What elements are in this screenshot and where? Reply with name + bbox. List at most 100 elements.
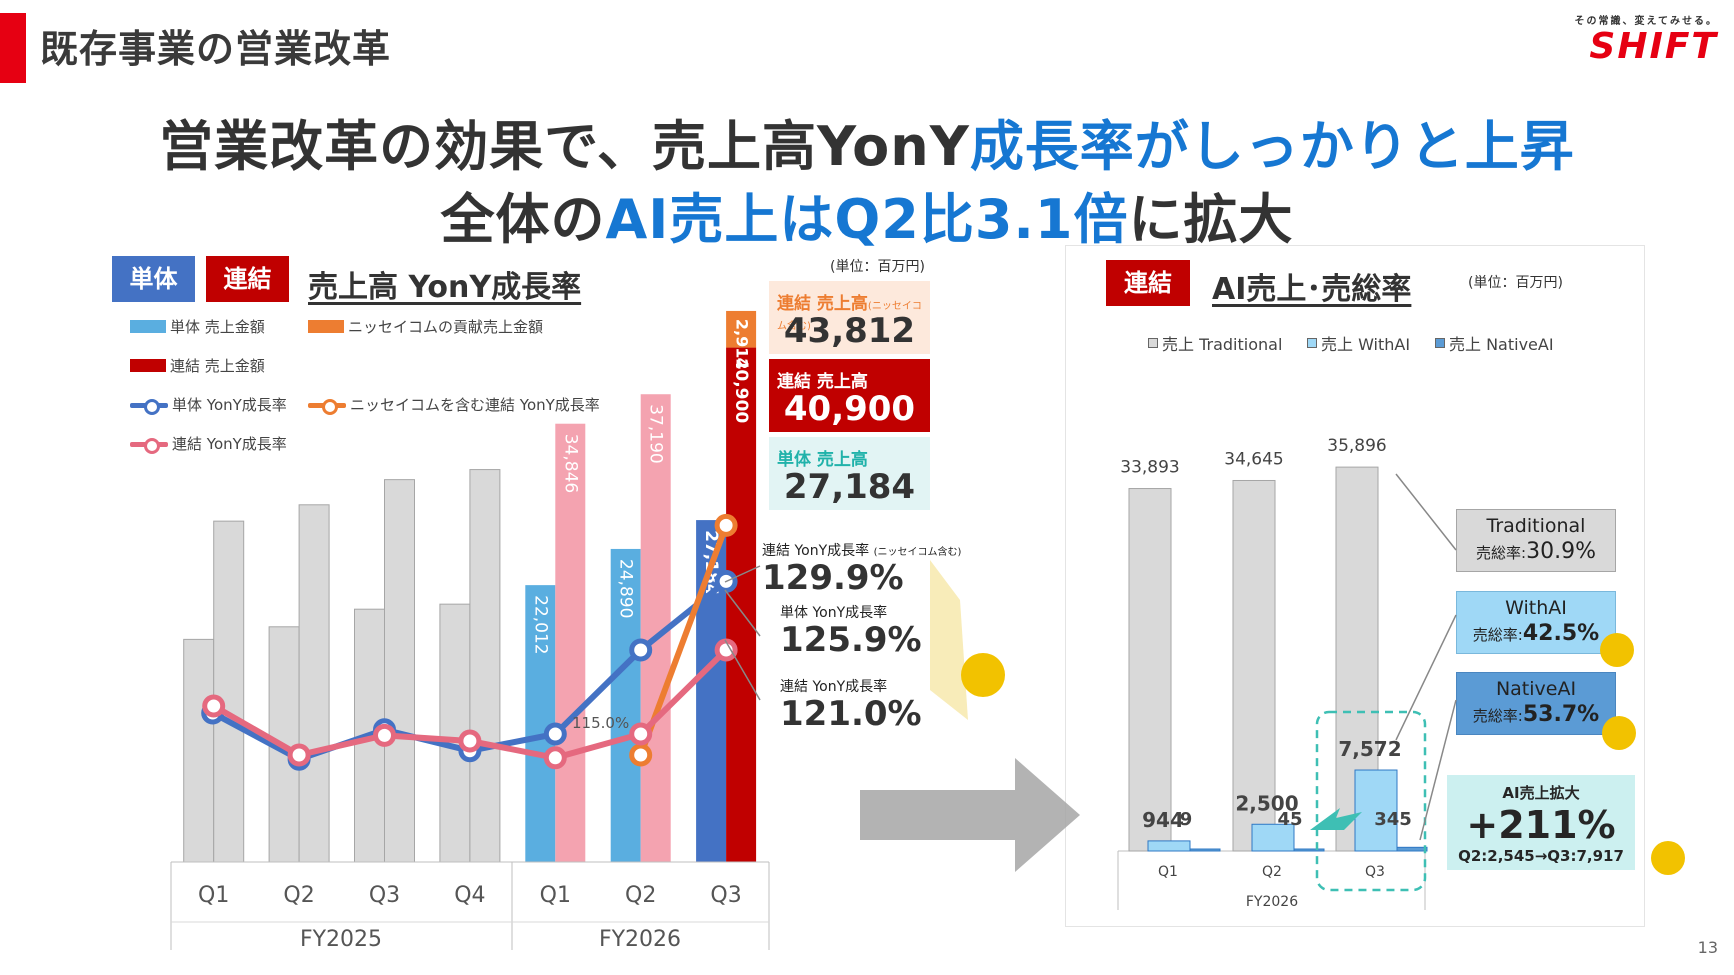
q3-highlight-frame (1315, 710, 1427, 892)
kpi-label: 単体 売上高 (777, 450, 868, 470)
group-label: FY2026 (1246, 894, 1298, 910)
bar-data-label: 2,912 (733, 319, 752, 370)
kpi-consolidated-sales: 連結 売上高 40,900 (769, 359, 930, 432)
consolidated-yoy-point (629, 722, 653, 746)
kpi-label: 連結 売上高(ニッセイコム含む) (777, 289, 930, 334)
legend-label: 単体 売上金額 (170, 318, 265, 336)
legend-label: 連結 売上金額 (170, 357, 265, 375)
badge-consolidated-right: 連結 (1106, 260, 1190, 306)
x-tick-label: Q3 (710, 883, 741, 908)
bar-data-label: 7,572 (1338, 737, 1401, 761)
box-rate: 売総率:53.7% (1457, 702, 1615, 729)
single-yoy-point (543, 722, 567, 746)
bar-single-sales (610, 548, 641, 862)
kpi-label-text: 連結 売上高 (777, 294, 868, 314)
legend-swatch (130, 359, 166, 372)
consolidated-yoy-point (458, 729, 482, 753)
legend-swatch (308, 320, 344, 333)
bar-nissay-sales (726, 310, 757, 348)
legend-swatch (1307, 338, 1317, 348)
legend-nissay-sales: ニッセイコムの貢献売上金額 (308, 316, 543, 337)
x-tick-label: Q1 (1158, 864, 1178, 880)
x-tick-label: Q3 (1365, 864, 1385, 880)
bar-data-label: 45 (1277, 809, 1302, 830)
bar-traditional (1128, 488, 1172, 852)
bar-data-label: 345 (1374, 809, 1412, 830)
box-connector (1395, 473, 1457, 551)
badge-single: 単体 (112, 256, 195, 302)
box-connector (1395, 614, 1457, 741)
legend-swatch (308, 398, 346, 415)
bar-withai (1354, 769, 1398, 852)
rate-value: 129.9% (762, 558, 904, 598)
box-rate-value: 53.7% (1522, 702, 1600, 727)
x-tick-label: Q3 (369, 883, 400, 908)
page-number: 13 (1697, 938, 1718, 957)
bar-single-sales (525, 585, 556, 862)
x-tick-label: Q4 (454, 883, 485, 908)
rate-single: 単体 YonY成長率 125.9% (780, 602, 922, 658)
rate-connector (724, 589, 761, 637)
bar-withai (1251, 823, 1295, 852)
legend-label: 売上 WithAI (1321, 335, 1411, 354)
legend-withai: 売上 WithAI (1307, 331, 1410, 355)
legend-swatch (130, 437, 168, 454)
x-tick-label: Q1 (198, 883, 229, 908)
headline-highlight: AI売上はQ2比3.1倍 (605, 188, 1129, 251)
legend-label: 売上 NativeAI (1449, 335, 1554, 354)
group-label: FY2026 (599, 927, 681, 952)
left-unit-label: (単位：百万円) (830, 259, 925, 275)
legend-label: 連結 YonY成長率 (172, 435, 287, 453)
box-title: WithAI (1505, 597, 1567, 619)
pointing-hand-icon (961, 653, 1005, 697)
growth-arrow-icon (1310, 808, 1362, 830)
transition-arrow (860, 758, 1080, 872)
ai-growth-sub: Q2:2,545→Q3:7,917 (1458, 847, 1624, 865)
consolidated-yoy-point (543, 746, 567, 770)
legend-single-yoy: 単体 YonY成長率 (130, 394, 287, 415)
legend-single-sales: 単体 売上金額 (130, 316, 265, 337)
box-rate-value: 30.9% (1526, 539, 1596, 564)
bar-nativeai (1189, 848, 1221, 852)
headline-line-2: 全体のAI売上はQ2比3.1倍に拡大 (0, 175, 1734, 254)
rate-label-text: 連結 YonY成長率 (762, 543, 870, 559)
bar-data-label: 35,896 (1327, 436, 1386, 456)
bar-data-label: 37,190 (646, 404, 666, 463)
bar-fy2025-prior (183, 638, 215, 863)
rate-connector (724, 639, 761, 701)
box-rate-value: 42.5% (1522, 621, 1600, 646)
bar-fy2025-current (469, 469, 501, 863)
pointing-hand-icon (1651, 841, 1685, 875)
pointing-hand-icon (1600, 633, 1634, 667)
kpi-single-sales: 単体 売上高 27,184 (769, 437, 930, 510)
nissay-yoy-point (714, 513, 738, 537)
box-title: Traditional (1486, 515, 1586, 537)
logo-tagline: その常識、変えてみせる。 (1574, 16, 1718, 27)
headline-part: 営業改革の効果で、売上高YonY (159, 115, 970, 178)
badge-consolidated: 連結 (206, 256, 289, 302)
legend-consolidated-yoy: 連結 YonY成長率 (130, 433, 287, 454)
rate-connector (724, 565, 761, 583)
right-unit-label: (単位：百万円) (1468, 275, 1563, 291)
bar-nativeai (1293, 848, 1325, 852)
bar-fy2025-current (298, 504, 330, 863)
bar-data-label: 24,890 (616, 559, 636, 618)
kpi-value: 40,900 (783, 389, 916, 429)
box-rate: 売総率:42.5% (1457, 621, 1615, 648)
company-logo: その常識、変えてみせる。 SHIFT (1558, 12, 1718, 67)
section-title: 既存事業の営業改革 (40, 27, 392, 71)
right-chart-heading: AI売上･売総率 (1212, 272, 1412, 307)
rate-value: 121.0% (780, 694, 922, 734)
bar-data-label: 2,500 (1235, 791, 1298, 815)
legend-label: ニッセイコムの貢献売上金額 (348, 318, 544, 336)
legend-nativeai: 売上 NativeAI (1435, 331, 1554, 355)
logo-wordmark: SHIFT (1589, 26, 1718, 67)
bar-nativeai (1396, 846, 1428, 852)
withai-margin-box: WithAI 売総率:42.5% (1456, 591, 1616, 654)
box-connector (1419, 699, 1457, 841)
ai-growth-value: +211% (1466, 803, 1616, 847)
group-label: FY2025 (300, 927, 382, 952)
bar-data-label: 944 (1142, 808, 1184, 832)
growth-callout-label: 115.0% (572, 714, 629, 732)
